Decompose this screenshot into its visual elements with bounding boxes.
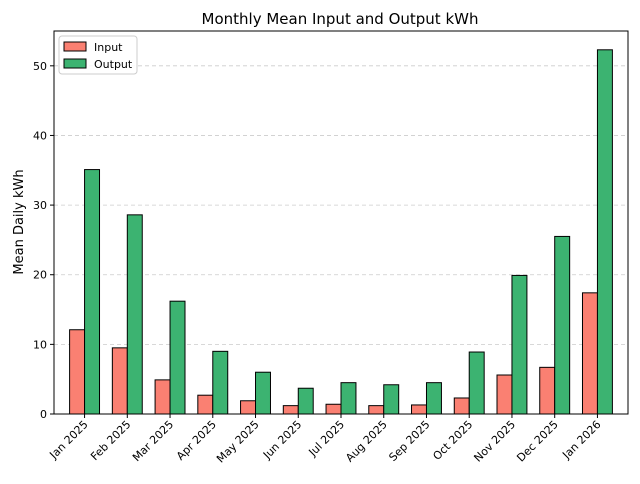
legend-label-input: Input <box>94 41 123 54</box>
bar-input <box>197 394 214 415</box>
x-tick-label: Jun 2025 <box>260 418 304 462</box>
legend: Input Output <box>58 35 138 75</box>
bar-output <box>255 371 271 415</box>
bar-output <box>212 350 229 415</box>
x-tick-label: Nov 2025 <box>471 418 518 465</box>
bar-input <box>411 404 427 415</box>
x-tick-label: Jan 2026 <box>559 418 603 462</box>
bar-input <box>581 292 598 415</box>
bar-input <box>325 403 342 415</box>
bar-output <box>468 351 485 415</box>
x-tick-label: Oct 2025 <box>430 418 475 463</box>
bar-input <box>282 405 299 415</box>
legend-swatch-output <box>63 58 87 69</box>
bar-input <box>368 405 385 415</box>
y-tick-label: 30 <box>33 199 47 212</box>
legend-swatch-input <box>63 41 87 52</box>
x-tick-label: Dec 2025 <box>514 418 561 465</box>
y-tick-label: 0 <box>40 408 47 421</box>
bar-output <box>126 214 143 415</box>
y-tick-label: 40 <box>33 129 47 142</box>
y-tick-label: 10 <box>33 338 47 351</box>
x-tick-label: May 2025 <box>214 418 262 466</box>
x-tick-label: Apr 2025 <box>174 418 219 463</box>
bar-input <box>453 397 470 415</box>
bars <box>69 49 613 415</box>
bar-output <box>340 382 357 415</box>
bar-input <box>539 366 556 415</box>
bar-output <box>297 387 314 415</box>
chart-title: Monthly Mean Input and Output kWh <box>202 10 479 28</box>
bar-input <box>240 400 257 415</box>
legend-label-output: Output <box>94 58 133 71</box>
bar-input <box>111 347 128 415</box>
bar-output <box>554 235 571 415</box>
x-tick-label: Aug 2025 <box>343 418 390 465</box>
y-tick-label: 20 <box>33 269 47 282</box>
x-tick-label: Jan 2025 <box>47 418 91 462</box>
bar-input <box>69 329 86 415</box>
bar-output <box>383 384 400 415</box>
x-tick-label: Mar 2025 <box>130 418 176 464</box>
y-tick-label: 50 <box>33 60 47 73</box>
x-tick-label: Feb 2025 <box>88 418 133 463</box>
bar-output <box>425 382 442 415</box>
y-axis-label: Mean Daily kWh <box>12 169 27 274</box>
bar-output <box>511 274 528 415</box>
bar-output <box>596 49 613 415</box>
bar-input <box>154 379 171 415</box>
bar-input <box>496 374 513 415</box>
x-tick-label: Sep 2025 <box>386 418 432 464</box>
bar-output <box>169 300 186 415</box>
x-tick-label: Jul 2025 <box>306 418 348 460</box>
bar-output <box>84 169 101 415</box>
